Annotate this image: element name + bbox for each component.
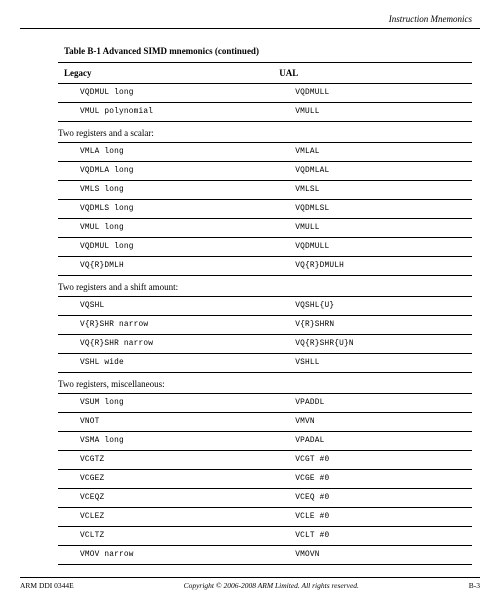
footer-center: Copyright © 2006-2008 ARM Limited. All r…	[184, 581, 359, 590]
cell-ual: VMLSL	[273, 181, 472, 200]
table-row: VMUL longVMULL	[58, 219, 472, 238]
cell-legacy: VQ{R}DMLH	[58, 257, 273, 276]
table-row: Two registers and a shift amount:	[58, 276, 472, 297]
table-row: VCGTZVCGT #0	[58, 451, 472, 470]
cell-legacy: VSHL wide	[58, 354, 273, 373]
cell-legacy: VCGTZ	[58, 451, 273, 470]
cell-legacy: VCGEZ	[58, 470, 273, 489]
table-row: VCLTZVCLT #0	[58, 527, 472, 546]
cell-legacy: VQDMLS long	[58, 200, 273, 219]
cell-ual: VQDMULL	[273, 238, 472, 257]
cell-legacy: VMLA long	[58, 143, 273, 162]
cell-legacy: VMLS long	[58, 181, 273, 200]
table-body: VQDMUL longVQDMULLVMUL polynomialVMULLTw…	[58, 84, 472, 565]
table-header-row: Legacy UAL	[58, 63, 472, 84]
cell-ual: VPADDL	[273, 394, 472, 413]
table-row: VQDMLS longVQDMLSL	[58, 200, 472, 219]
group-label: Two registers and a scalar:	[58, 122, 472, 143]
cell-legacy: VQDMUL long	[58, 238, 273, 257]
col-ual-header: UAL	[273, 63, 472, 84]
cell-legacy: VQDMUL long	[58, 84, 273, 103]
cell-ual: VMVN	[273, 413, 472, 432]
table-row: VSHL wideVSHLL	[58, 354, 472, 373]
cell-ual: VPADAL	[273, 432, 472, 451]
table-row: VMUL polynomialVMULL	[58, 103, 472, 122]
cell-ual: VMULL	[273, 103, 472, 122]
table-row: VMLS longVMLSL	[58, 181, 472, 200]
cell-ual: VQSHL{U}	[273, 297, 472, 316]
cell-legacy: VCEQZ	[58, 489, 273, 508]
cell-ual: VCLE #0	[273, 508, 472, 527]
table-row: VQDMUL longVQDMULL	[58, 84, 472, 103]
cell-ual: VQDMLSL	[273, 200, 472, 219]
table-row: VCGEZVCGE #0	[58, 470, 472, 489]
table-row: VSUM longVPADDL	[58, 394, 472, 413]
cell-legacy: V{R}SHR narrow	[58, 316, 273, 335]
cell-ual: V{R}SHRN	[273, 316, 472, 335]
table-row: VSMA longVPADAL	[58, 432, 472, 451]
table-row: VQSHLVQSHL{U}	[58, 297, 472, 316]
top-rule	[20, 28, 480, 29]
table-row: VNOTVMVN	[58, 413, 472, 432]
cell-ual: VMULL	[273, 219, 472, 238]
cell-legacy: VNOT	[58, 413, 273, 432]
table-row: VQDMUL longVQDMULL	[58, 238, 472, 257]
mnemonics-table: Legacy UAL VQDMUL longVQDMULLVMUL polyno…	[58, 62, 472, 565]
group-label: Two registers and a shift amount:	[58, 276, 472, 297]
table-row: VQ{R}SHR narrowVQ{R}SHR{U}N	[58, 335, 472, 354]
footer-right: B-3	[469, 581, 480, 590]
table-row: Two registers, miscellaneous:	[58, 373, 472, 394]
cell-ual: VCGT #0	[273, 451, 472, 470]
col-legacy-header: Legacy	[58, 63, 273, 84]
cell-legacy: VSUM long	[58, 394, 273, 413]
table-row: VMOV narrowVMOVN	[58, 546, 472, 565]
page-footer: ARM DDI 0344E Copyright © 2006-2008 ARM …	[20, 577, 480, 590]
cell-legacy: VCLTZ	[58, 527, 273, 546]
cell-ual: VMLAL	[273, 143, 472, 162]
cell-legacy: VQ{R}SHR narrow	[58, 335, 273, 354]
cell-legacy: VSMA long	[58, 432, 273, 451]
table-row: V{R}SHR narrowV{R}SHRN	[58, 316, 472, 335]
cell-legacy: VCLEZ	[58, 508, 273, 527]
cell-ual: VQDMULL	[273, 84, 472, 103]
table-row: VCEQZVCEQ #0	[58, 489, 472, 508]
section-header: Instruction Mnemonics	[58, 14, 472, 24]
group-label: Two registers, miscellaneous:	[58, 373, 472, 394]
cell-legacy: VMOV narrow	[58, 546, 273, 565]
cell-legacy: VQSHL	[58, 297, 273, 316]
cell-ual: VQDMLAL	[273, 162, 472, 181]
footer-left: ARM DDI 0344E	[20, 581, 74, 590]
cell-ual: VCLT #0	[273, 527, 472, 546]
cell-ual: VQ{R}DMULH	[273, 257, 472, 276]
table-row: VCLEZVCLE #0	[58, 508, 472, 527]
cell-ual: VCEQ #0	[273, 489, 472, 508]
table-title: Table B-1 Advanced SIMD mnemonics (conti…	[58, 46, 472, 56]
table-row: VQ{R}DMLHVQ{R}DMULH	[58, 257, 472, 276]
cell-legacy: VMUL polynomial	[58, 103, 273, 122]
cell-ual: VQ{R}SHR{U}N	[273, 335, 472, 354]
table-row: VQDMLA longVQDMLAL	[58, 162, 472, 181]
table-row: VMLA longVMLAL	[58, 143, 472, 162]
table-row: Two registers and a scalar:	[58, 122, 472, 143]
cell-ual: VMOVN	[273, 546, 472, 565]
cell-legacy: VQDMLA long	[58, 162, 273, 181]
cell-ual: VSHLL	[273, 354, 472, 373]
cell-legacy: VMUL long	[58, 219, 273, 238]
cell-ual: VCGE #0	[273, 470, 472, 489]
